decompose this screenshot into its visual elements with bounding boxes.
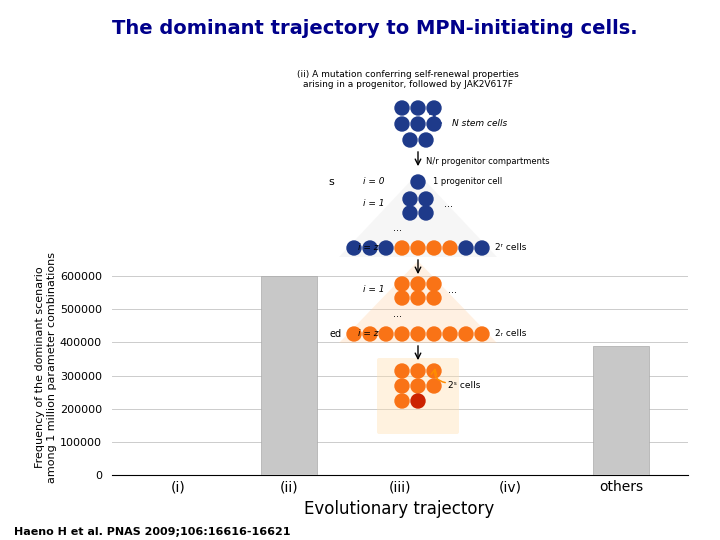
Circle shape <box>411 327 425 341</box>
Circle shape <box>427 327 441 341</box>
Polygon shape <box>339 173 497 257</box>
Circle shape <box>459 241 473 255</box>
Text: i = 1: i = 1 <box>363 286 384 294</box>
Text: The dominant trajectory to MPN-initiating cells.: The dominant trajectory to MPN-initiatin… <box>112 19 637 38</box>
Circle shape <box>395 394 409 408</box>
Text: 2ᵣ cells: 2ᵣ cells <box>495 329 526 339</box>
Circle shape <box>443 241 457 255</box>
Circle shape <box>427 241 441 255</box>
Circle shape <box>403 133 417 147</box>
Polygon shape <box>339 261 497 343</box>
Circle shape <box>403 192 417 206</box>
Text: 1 progenitor cell: 1 progenitor cell <box>433 178 503 186</box>
Circle shape <box>411 241 425 255</box>
Circle shape <box>411 117 425 131</box>
Circle shape <box>411 175 425 189</box>
Circle shape <box>411 277 425 291</box>
Circle shape <box>403 206 417 220</box>
Circle shape <box>395 277 409 291</box>
Circle shape <box>379 241 393 255</box>
Circle shape <box>395 117 409 131</box>
Text: i = z: i = z <box>358 244 379 253</box>
Circle shape <box>411 379 425 393</box>
Circle shape <box>427 117 441 131</box>
Bar <box>261 276 317 475</box>
Circle shape <box>395 291 409 305</box>
Circle shape <box>379 327 393 341</box>
Circle shape <box>443 327 457 341</box>
Circle shape <box>411 364 425 378</box>
Circle shape <box>427 291 441 305</box>
Circle shape <box>395 379 409 393</box>
Text: ...: ... <box>444 199 453 209</box>
Circle shape <box>427 277 441 291</box>
Circle shape <box>395 241 409 255</box>
Text: s: s <box>328 177 334 187</box>
Circle shape <box>395 327 409 341</box>
Text: ...: ... <box>448 285 457 295</box>
Text: N/r progenitor compartments: N/r progenitor compartments <box>426 158 549 166</box>
Text: (ii) A mutation conferring self-renewal properties
arising in a progenitor, foll: (ii) A mutation conferring self-renewal … <box>297 70 519 90</box>
Text: i = z: i = z <box>358 329 379 339</box>
Text: i = 1: i = 1 <box>363 199 384 208</box>
Circle shape <box>475 241 489 255</box>
Circle shape <box>395 101 409 115</box>
Text: 2ʳ cells: 2ʳ cells <box>495 244 526 253</box>
Text: i = 0: i = 0 <box>363 178 384 186</box>
Text: Haeno H et al. PNAS 2009;106:16616-16621: Haeno H et al. PNAS 2009;106:16616-16621 <box>14 527 291 537</box>
Circle shape <box>459 327 473 341</box>
Circle shape <box>427 364 441 378</box>
FancyBboxPatch shape <box>377 358 459 434</box>
Text: ed: ed <box>330 329 342 339</box>
Circle shape <box>347 241 361 255</box>
Text: ...: ... <box>394 223 402 233</box>
Bar <box>593 346 649 475</box>
Circle shape <box>363 327 377 341</box>
Circle shape <box>427 379 441 393</box>
Circle shape <box>411 101 425 115</box>
Text: ...: ... <box>394 309 402 319</box>
Circle shape <box>347 327 361 341</box>
Circle shape <box>411 394 425 408</box>
Circle shape <box>419 206 433 220</box>
Y-axis label: Frequency of the dominant scenario
among 1 million parameter combinations: Frequency of the dominant scenario among… <box>35 252 57 483</box>
Circle shape <box>427 101 441 115</box>
Circle shape <box>411 291 425 305</box>
Circle shape <box>475 327 489 341</box>
Text: N stem cells: N stem cells <box>452 119 508 129</box>
Text: 2ˢ cells: 2ˢ cells <box>448 381 480 390</box>
Circle shape <box>395 364 409 378</box>
Circle shape <box>419 133 433 147</box>
X-axis label: Evolutionary trajectory: Evolutionary trajectory <box>305 500 495 518</box>
Circle shape <box>363 241 377 255</box>
Circle shape <box>419 192 433 206</box>
